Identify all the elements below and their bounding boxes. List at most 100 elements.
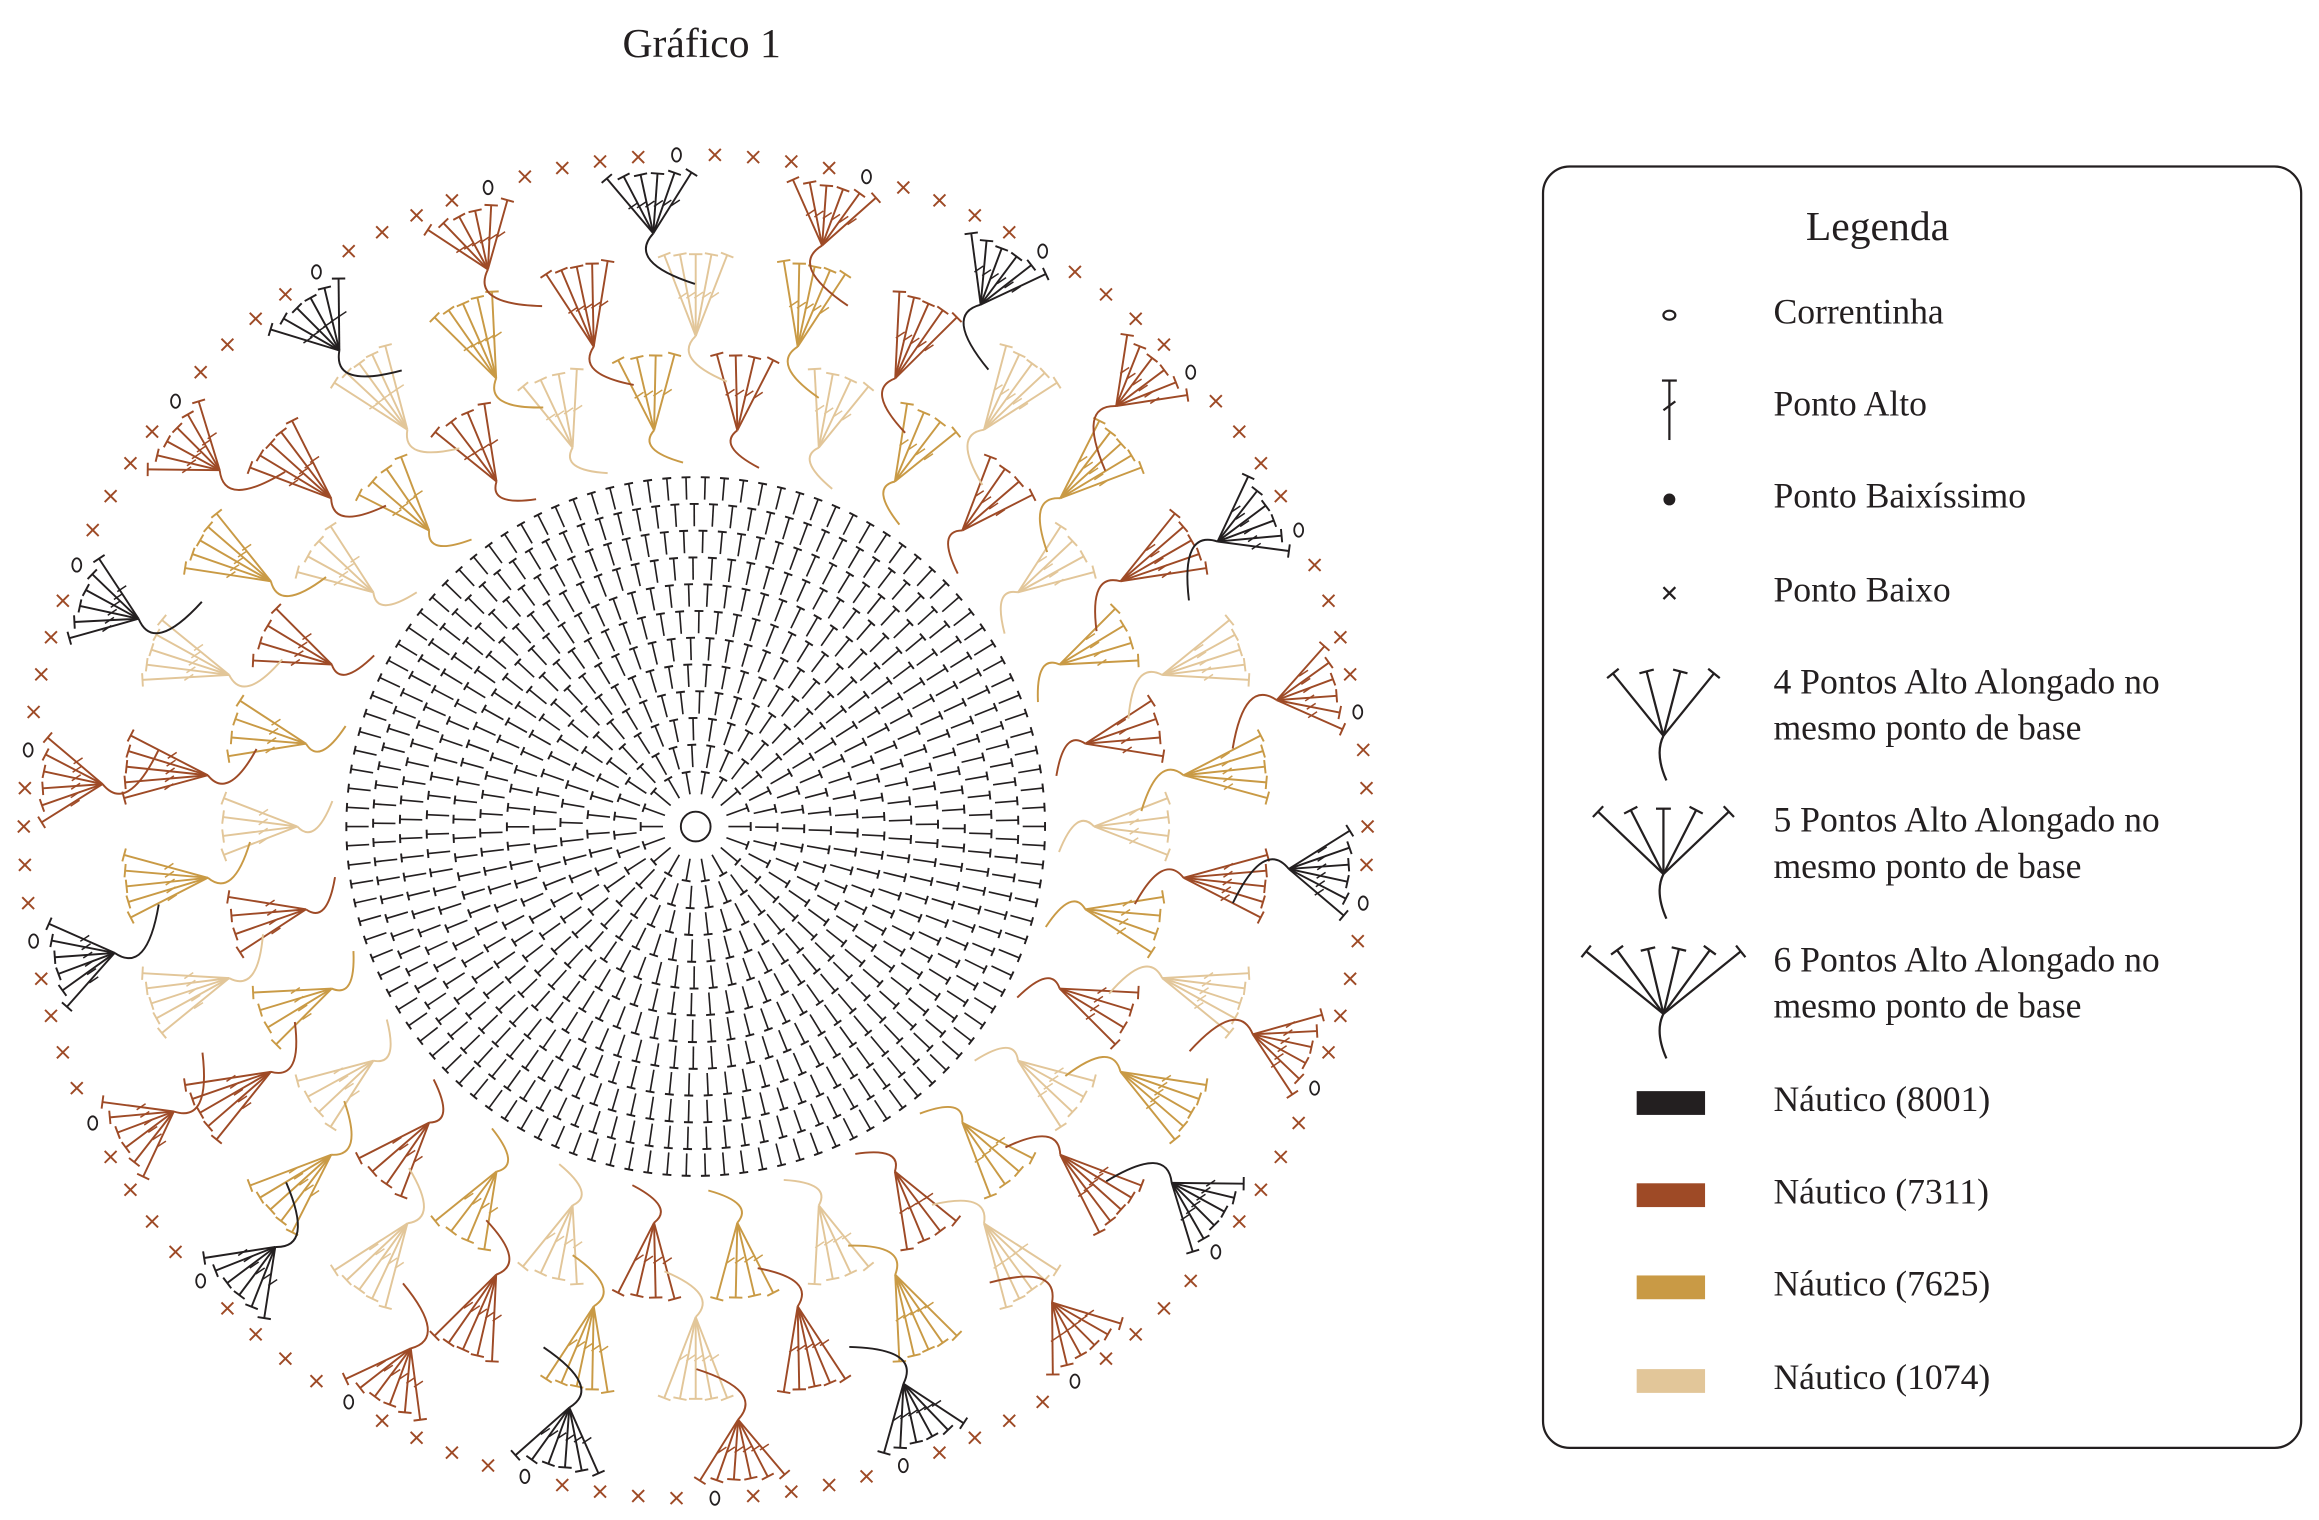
stitch-line [740,1143,750,1147]
stitch-line [531,1406,571,1461]
stitch-line [598,1345,609,1353]
stitch-line [480,443,490,451]
legend-label: mesmo ponto de base [1773,846,2081,886]
stitch-line [1223,775,1233,783]
stitch-line [670,883,679,905]
stitch-line [587,907,595,917]
stitch-line [802,180,817,185]
stitch-line [634,391,644,399]
stitch-line [759,1064,767,1087]
stitch-line [535,1106,545,1113]
stitch-line [778,902,796,919]
stitch-line [672,747,681,770]
stitch-line [814,740,835,754]
stitch-line [993,384,1003,392]
stitch-line [467,743,490,753]
stitch-line [1247,966,1251,980]
stitch-line [715,612,720,635]
stitch-line [121,848,127,862]
stitch-line [720,1173,730,1176]
stitch-line [561,1027,570,1035]
stitch-line [1230,628,1240,642]
stitch-line [1223,870,1233,878]
stitch-line [979,248,1003,305]
stitch-line [1351,934,1365,948]
fan-stem [1188,1018,1254,1052]
stitch-line [385,1122,430,1185]
stitch-line [564,779,570,790]
stitch-line [164,862,174,870]
stitch-line [116,585,127,593]
stitch-line [926,1044,934,1053]
stitch-line [1276,699,1343,731]
stitch-line [510,938,518,947]
stitch-line [268,727,279,735]
stitch-line [640,533,650,537]
stitch-line [706,744,716,748]
stitch-line [870,1036,886,1055]
legend-symbol [1662,309,1677,321]
stitch-line [825,708,845,724]
stitch-line [1052,1264,1062,1277]
stitch-line [553,701,572,718]
stitch-line [664,584,674,588]
stitch-line [1183,765,1265,777]
stitch-line [346,372,409,431]
stitch-line [1285,1020,1296,1029]
stitch-line [779,1078,789,1083]
fan-stem [331,1100,353,1156]
stitch-line [694,254,713,337]
stitch-line [1068,265,1082,279]
stitch-line [463,951,484,965]
legend-label: Náutico (7311) [1773,1171,1989,1211]
stitch-line [456,300,470,308]
stitch-line [1115,345,1141,407]
stitch-line [877,592,886,600]
stitch-line [814,941,832,959]
stitch-line [902,1383,918,1443]
stitch-line [834,812,858,817]
crochet-chart [17,147,1375,1506]
stitch-line [824,665,841,684]
stitch-line [536,576,551,596]
stitch-line [458,569,475,587]
legend-symbol [1663,493,1676,506]
stitch-line [1199,987,1209,995]
stitch-line [1042,267,1050,281]
stitch-line [807,810,831,815]
stitch-line [537,957,555,974]
stitch-line [837,573,851,594]
stitch-line [572,1241,583,1249]
stitch-line [907,1409,918,1417]
stitch-line [974,490,985,498]
stitch-line [937,952,959,965]
stitch-line [1085,718,1157,745]
stitch-line [770,772,791,785]
stitch-line [471,975,478,985]
stitch-line [858,709,878,724]
stitch-line [830,737,837,746]
stitch-line [1230,505,1241,513]
stitch-line [226,571,236,579]
legend-swatch [1636,1275,1706,1300]
stitch-line [430,641,450,656]
stitch-line [268,918,279,926]
stitch-line [734,1222,739,1298]
stitch-line [986,867,990,877]
stitch-line [796,666,806,674]
stitch-line [935,800,939,810]
stitch-line [183,561,188,575]
stitch-line [740,589,747,612]
stitch-line [681,770,691,775]
stitch-line [394,1005,402,1014]
stitch-line [55,967,62,981]
stitch-line [444,924,450,934]
stitch-line [445,716,452,725]
stitch-line [821,528,830,534]
stitch-line [652,389,663,397]
stitch-line [70,1081,84,1095]
stitch-line [903,747,926,757]
stitch-line [917,1237,931,1245]
stitch-line [575,1047,588,1069]
stitch-line [313,1106,325,1118]
